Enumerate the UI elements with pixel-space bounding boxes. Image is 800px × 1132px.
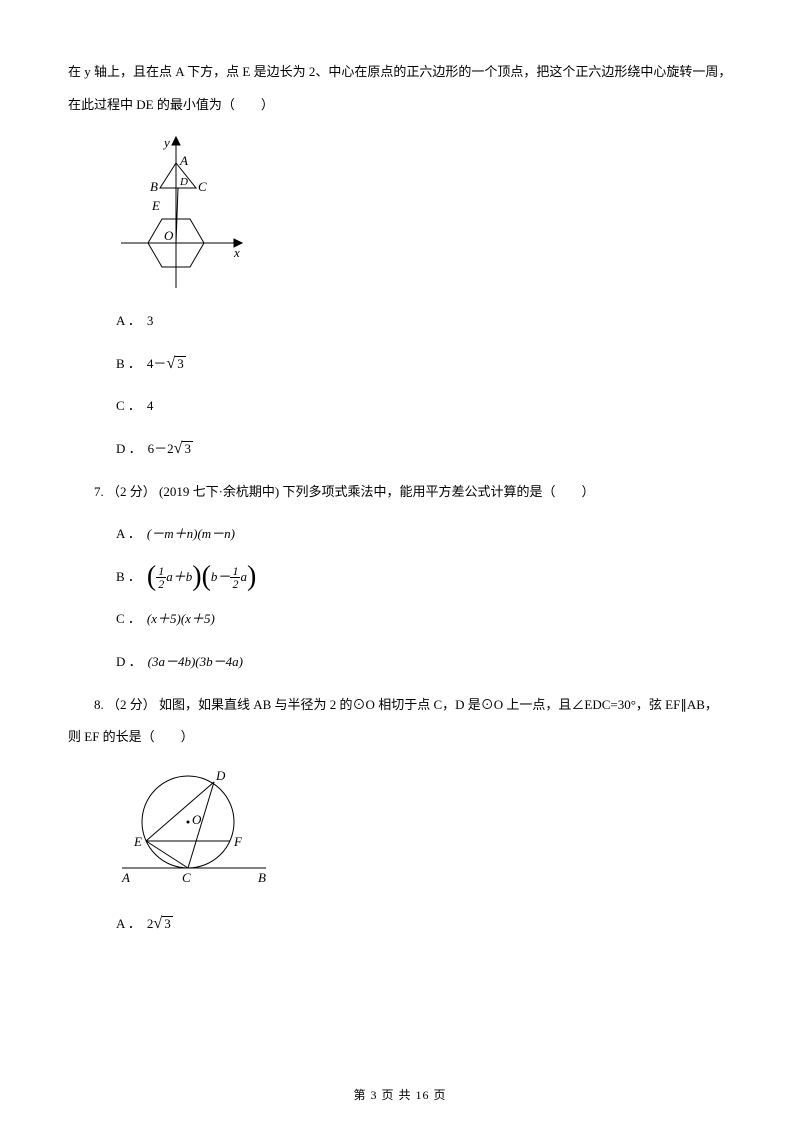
point-e-label: E (133, 834, 142, 849)
point-d-label: D (179, 176, 188, 188)
q6-figure: y x A B C D E O (116, 133, 732, 293)
footer-middle: 页 共 (377, 1088, 415, 1102)
q7-option-d: D ． (3a－4b)(3b－4a) (116, 648, 732, 677)
q6-option-b: B ． 4－ √3 (116, 350, 732, 379)
point-e-label: E (151, 198, 160, 213)
option-value: 3 (147, 307, 154, 336)
option-label: A ． (116, 520, 141, 549)
point-f-label: F (233, 834, 243, 849)
point-c-label: C (182, 870, 191, 885)
q8-stem-line1: 8. （2 分） 如图，如果直线 AB 与半径为 2 的⊙O 相切于点 C，D … (68, 691, 732, 720)
option-label: C ． (116, 605, 141, 634)
option-value: 4 (147, 392, 154, 421)
sqrt-icon: √3 (174, 441, 193, 457)
axis-y-label: y (162, 135, 170, 150)
q8-figure: A B C D E F O (116, 766, 732, 896)
point-d-label: D (215, 768, 226, 783)
option-label: B ． (116, 350, 141, 379)
sqrt-icon: √3 (153, 916, 172, 932)
footer-suffix: 页 (430, 1088, 447, 1102)
option-expr: (－m＋n)(m－n) (147, 520, 235, 549)
q8-option-a: A ． 2 √3 (116, 910, 732, 939)
q7-option-a: A ． (－m＋n)(m－n) (116, 520, 732, 549)
option-prefix: 6－2 (148, 435, 174, 464)
footer-prefix: 第 (353, 1088, 370, 1102)
axis-x-label: x (233, 245, 240, 260)
point-a-label: A (121, 870, 130, 885)
option-expr: (x＋5)(x＋5) (147, 605, 215, 634)
option-label: B ． (116, 563, 141, 592)
q7-option-c: C ． (x＋5)(x＋5) (116, 605, 732, 634)
q7-stem: 7. （2 分） (2019 七下·余杭期中) 下列多项式乘法中，能用平方差公式… (68, 478, 732, 507)
option-label: D ． (116, 648, 142, 677)
option-prefix: 4－ (147, 350, 167, 379)
point-c-label: C (198, 179, 207, 194)
q6-option-d: D ． 6－2 √3 (116, 435, 732, 464)
q6-intro-line1: 在 y 轴上，且在点 A 下方，点 E 是边长为 2、中心在原点的正六边形的一个… (68, 58, 732, 87)
option-label: A ． (116, 910, 141, 939)
sqrt-icon: √3 (166, 356, 185, 372)
option-label: C ． (116, 392, 141, 421)
point-b-label: B (150, 179, 158, 194)
point-o-label: O (164, 228, 174, 243)
option-label: A ． (116, 307, 141, 336)
q6-option-c: C ． 4 (116, 392, 732, 421)
option-expr: (3a－4b)(3b－4a) (148, 648, 243, 677)
point-b-label: B (258, 870, 266, 885)
q6-option-a: A ． 3 (116, 307, 732, 336)
page-footer: 第 3 页 共 16 页 (0, 1082, 800, 1108)
q8-stem-line2: 则 EF 的长是（ ） (68, 723, 732, 752)
footer-total: 16 (416, 1088, 430, 1102)
point-a-label: A (179, 153, 188, 168)
point-o-label: O (192, 812, 202, 827)
option-expr: ( 12 a＋b )( b－ 12 a ) (147, 563, 256, 592)
q7-option-b: B ． ( 12 a＋b )( b－ 12 a ) (116, 563, 732, 592)
option-label: D ． (116, 435, 142, 464)
q6-intro-line2: 在此过程中 DE 的最小值为（ ） (68, 91, 732, 120)
